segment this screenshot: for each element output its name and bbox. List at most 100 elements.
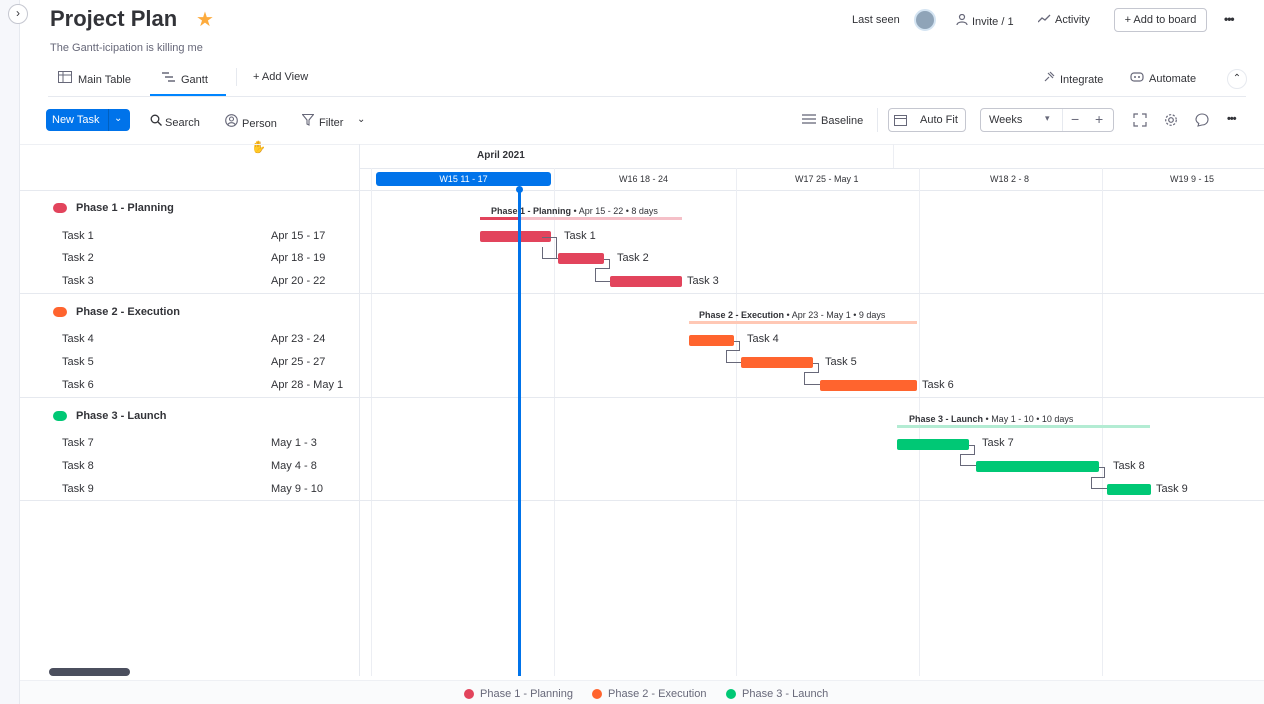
task-name[interactable]: Task 7 xyxy=(62,437,94,449)
task-name[interactable]: Task 6 xyxy=(62,379,94,391)
integrate-button[interactable]: Integrate xyxy=(1043,71,1103,86)
task-bar[interactable] xyxy=(976,461,1099,472)
settings-gear-icon[interactable] xyxy=(1164,113,1178,132)
phase-summary-range: Apr 15 - 22 • 8 days xyxy=(578,206,658,216)
week-gridline xyxy=(371,168,372,676)
toolbar-more-button[interactable]: ••• xyxy=(1227,113,1237,125)
avatar[interactable] xyxy=(914,9,936,31)
legend-label: Phase 1 - Planning xyxy=(480,688,573,700)
auto-fit-button[interactable]: Auto Fit xyxy=(888,108,966,132)
calendar-fit-icon xyxy=(894,114,907,129)
task-dates[interactable]: Apr 25 - 27 xyxy=(271,356,326,368)
add-to-board-button[interactable]: + Add to board xyxy=(1114,8,1207,32)
task-name[interactable]: Task 5 xyxy=(62,356,94,368)
zoom-select[interactable]: Weeks xyxy=(989,114,1023,126)
week-gridline xyxy=(736,168,737,676)
dependency-connector xyxy=(1091,477,1105,478)
left-pane-border xyxy=(359,144,360,676)
dependency-connector xyxy=(726,350,740,351)
tab-gantt[interactable]: Gantt xyxy=(162,71,208,86)
zoom-dropdown-caret-icon[interactable]: ▾ xyxy=(1045,113,1050,123)
person-filter-button[interactable]: Person xyxy=(225,114,277,130)
tab-main-table[interactable]: Main Table xyxy=(58,71,131,86)
task-name[interactable]: Task 4 xyxy=(62,333,94,345)
phase-name[interactable]: Phase 2 - Execution xyxy=(76,306,180,318)
dependency-connector xyxy=(542,247,543,259)
phase-name[interactable]: Phase 3 - Launch xyxy=(76,410,167,422)
new-task-button[interactable]: New Task ⌄ xyxy=(46,109,130,131)
active-tab-indicator xyxy=(150,94,226,96)
task-bar[interactable] xyxy=(480,231,551,242)
task-bar[interactable] xyxy=(741,357,813,368)
collapse-header-button[interactable]: ⌃ xyxy=(1227,69,1247,89)
horizontal-scrollbar[interactable] xyxy=(49,668,130,676)
legend-item: Phase 3 - Launch xyxy=(726,688,828,700)
month-divider xyxy=(893,144,894,168)
task-dates[interactable]: Apr 28 - May 1 xyxy=(271,379,344,391)
phase-summary: Phase 2 - Execution • Apr 23 - May 1 • 9… xyxy=(699,310,886,320)
baseline-button[interactable]: Baseline xyxy=(802,114,863,127)
week-header[interactable]: W17 25 - May 1 xyxy=(795,174,859,184)
task-bar[interactable] xyxy=(558,253,604,264)
search-button[interactable]: Search xyxy=(150,114,200,129)
automate-button[interactable]: Automate xyxy=(1130,71,1196,85)
task-bar[interactable] xyxy=(820,380,917,391)
task-bar[interactable] xyxy=(689,335,734,346)
gantt-icon xyxy=(162,71,175,86)
phase-span-bar[interactable] xyxy=(689,321,917,324)
add-view-button[interactable]: + Add View xyxy=(253,71,309,83)
task-name[interactable]: Task 8 xyxy=(62,460,94,472)
task-dates[interactable]: May 1 - 3 xyxy=(271,437,317,449)
chevron-up-icon: ⌃ xyxy=(1232,73,1242,84)
filter-button[interactable]: Filter xyxy=(301,113,343,129)
task-dates[interactable]: Apr 15 - 17 xyxy=(271,230,326,242)
task-bar[interactable] xyxy=(610,276,682,287)
task-name[interactable]: Task 9 xyxy=(62,483,94,495)
board-more-button[interactable]: ••• xyxy=(1224,12,1235,26)
zoom-out-icon[interactable]: − xyxy=(1071,111,1080,127)
zoom-in-icon[interactable]: + xyxy=(1095,111,1104,127)
task-name[interactable]: Task 2 xyxy=(62,252,94,264)
task-name[interactable]: Task 3 xyxy=(62,275,94,287)
week-header[interactable]: W16 18 - 24 xyxy=(619,174,669,184)
chat-bubble-icon[interactable] xyxy=(1195,113,1209,132)
task-bar-label: Task 2 xyxy=(617,252,649,264)
task-bar-label: Task 9 xyxy=(1156,483,1188,495)
person-icon xyxy=(956,13,968,28)
task-dates[interactable]: May 4 - 8 xyxy=(271,460,317,472)
task-dates[interactable]: Apr 20 - 22 xyxy=(271,275,326,287)
phase-name[interactable]: Phase 1 - Planning xyxy=(76,202,174,214)
task-bar[interactable] xyxy=(897,439,969,450)
dependency-connector xyxy=(609,259,610,268)
today-marker-line xyxy=(518,188,521,676)
tab-divider xyxy=(236,68,237,86)
fullscreen-icon[interactable] xyxy=(1133,113,1147,132)
week-header-current[interactable]: W15 11 - 17 xyxy=(376,172,551,186)
week-header[interactable]: W19 9 - 15 xyxy=(1170,174,1215,184)
dependency-connector xyxy=(734,341,740,342)
phase-span-bar[interactable] xyxy=(897,425,1150,428)
today-marker-dot xyxy=(516,186,523,193)
task-dates[interactable]: May 9 - 10 xyxy=(271,483,323,495)
task-bar[interactable] xyxy=(1107,484,1151,495)
dependency-connector xyxy=(1091,488,1107,489)
task-name[interactable]: Task 1 xyxy=(62,230,94,242)
star-icon[interactable]: ★ xyxy=(196,9,214,31)
phase-span-bar[interactable] xyxy=(480,217,682,220)
invite-button[interactable]: Invite / 1 xyxy=(956,13,1014,28)
filter-chevron-down-icon[interactable]: ⌄ xyxy=(357,114,366,125)
board-description[interactable]: The Gantt-icipation is killing me xyxy=(50,42,203,54)
dependency-connector xyxy=(813,363,819,364)
dependency-connector xyxy=(974,445,975,454)
task-dates[interactable]: Apr 18 - 19 xyxy=(271,252,326,264)
chevron-down-icon[interactable]: ⌄ xyxy=(114,113,123,124)
week-header[interactable]: W18 2 - 8 xyxy=(990,174,1030,184)
expand-sidebar-button[interactable]: › xyxy=(8,4,28,24)
dependency-connector xyxy=(960,454,975,455)
automate-label: Automate xyxy=(1149,73,1197,85)
activity-button[interactable]: Activity xyxy=(1037,14,1090,26)
task-dates[interactable]: Apr 23 - 24 xyxy=(271,333,326,345)
board-title[interactable]: Project Plan xyxy=(50,6,178,31)
dependency-connector xyxy=(804,372,819,373)
dependency-connector xyxy=(969,445,975,446)
